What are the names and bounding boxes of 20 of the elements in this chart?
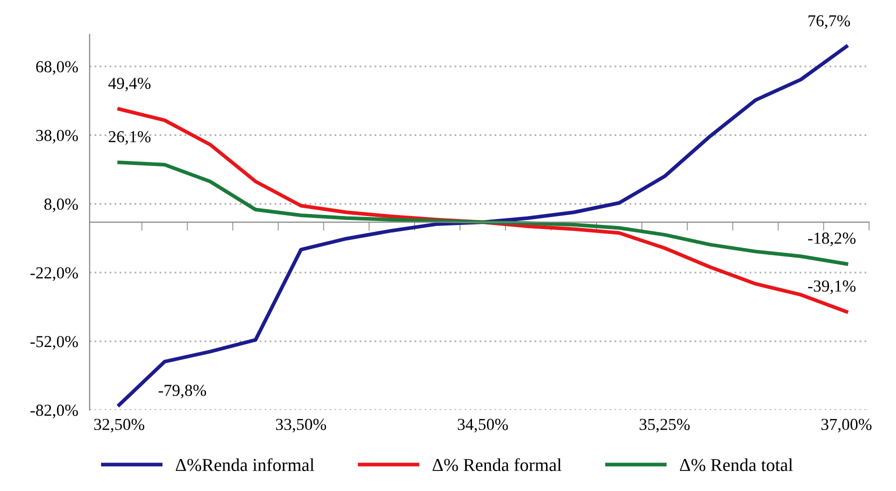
- y-tick-label: -22,0%: [30, 267, 78, 281]
- annotation: 26,1%: [108, 131, 151, 145]
- annotation: 76,7%: [808, 15, 850, 29]
- x-tick-label: 34,50%: [458, 418, 508, 432]
- y-tick-label: -82,0%: [30, 404, 78, 418]
- x-tick-label: 35,25%: [640, 418, 690, 432]
- annotation: -39,1%: [808, 280, 856, 294]
- y-tick-label: -52,0%: [30, 336, 78, 350]
- x-tick-label: 37,00%: [822, 418, 872, 432]
- x-tick-label: 33,50%: [276, 418, 326, 432]
- legend-label: Δ% Renda formal: [432, 458, 562, 472]
- y-tick-label: 68,0%: [36, 61, 78, 75]
- y-tick-label: 8,0%: [44, 198, 78, 212]
- annotation: 49,4%: [108, 78, 151, 92]
- legend-label: Δ%Renda informal: [176, 458, 314, 472]
- legend-label: Δ% Renda total: [680, 458, 793, 472]
- x-tick-label: 32,50%: [94, 418, 144, 432]
- annotation: -18,2%: [808, 232, 856, 246]
- y-tick-label: 38,0%: [36, 130, 78, 144]
- annotation: -79,8%: [158, 384, 206, 398]
